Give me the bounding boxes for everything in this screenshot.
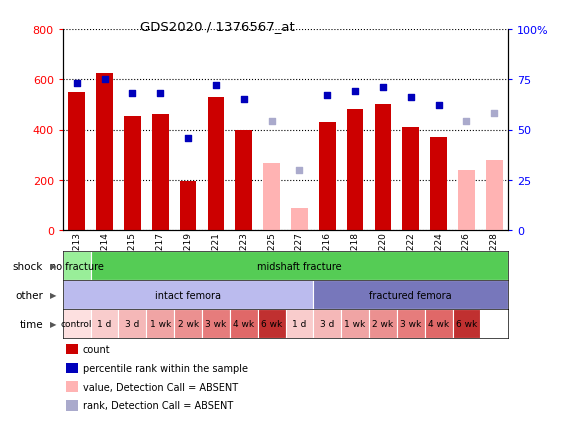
Text: other: other [15, 290, 43, 300]
Point [211, 83, 220, 90]
Point [351, 89, 360, 96]
Text: control: control [61, 319, 93, 329]
Bar [263, 164, 280, 230]
Text: ▶: ▶ [50, 262, 57, 271]
Text: ▶: ▶ [50, 291, 57, 299]
Bar [63, 281, 313, 309]
Point [490, 111, 499, 118]
Text: 3 d: 3 d [320, 319, 335, 329]
Point [434, 103, 443, 110]
Bar [146, 309, 174, 339]
Bar [341, 309, 369, 339]
Text: 1 d: 1 d [98, 319, 112, 329]
Text: 3 wk: 3 wk [206, 319, 227, 329]
Bar [286, 309, 313, 339]
Bar [313, 309, 341, 339]
Bar [63, 309, 91, 339]
Text: shock: shock [13, 261, 43, 271]
Bar [319, 123, 336, 230]
Bar [375, 105, 391, 230]
Text: 3 wk: 3 wk [400, 319, 421, 329]
Point [100, 77, 109, 84]
Bar [208, 98, 224, 230]
Text: fractured femora: fractured femora [369, 290, 452, 300]
Bar [458, 170, 475, 230]
Bar [397, 309, 425, 339]
Bar [431, 138, 447, 230]
Point [406, 95, 415, 102]
Text: count: count [83, 345, 110, 354]
Text: 2 wk: 2 wk [178, 319, 199, 329]
Point [379, 85, 388, 92]
Text: 1 d: 1 d [292, 319, 307, 329]
Bar [69, 93, 85, 230]
Bar [174, 309, 202, 339]
Text: ▶: ▶ [50, 319, 57, 329]
Bar [425, 309, 452, 339]
Bar [347, 110, 363, 230]
Text: intact femora: intact femora [155, 290, 221, 300]
Bar [453, 309, 480, 339]
Text: 1 wk: 1 wk [150, 319, 171, 329]
Bar [180, 181, 196, 230]
Bar [152, 115, 168, 230]
Text: 6 wk: 6 wk [456, 319, 477, 329]
Bar [403, 128, 419, 230]
Text: value, Detection Call = ABSENT: value, Detection Call = ABSENT [83, 382, 238, 391]
Point [72, 81, 81, 88]
Text: percentile rank within the sample: percentile rank within the sample [83, 363, 248, 373]
Bar [235, 130, 252, 230]
Text: 1 wk: 1 wk [344, 319, 365, 329]
Text: time: time [19, 319, 43, 329]
Bar [313, 281, 508, 309]
Point [183, 135, 192, 141]
Text: no fracture: no fracture [50, 261, 104, 271]
Bar [291, 209, 308, 230]
Point [239, 97, 248, 104]
Bar [369, 309, 397, 339]
Point [462, 119, 471, 126]
Text: 2 wk: 2 wk [372, 319, 393, 329]
Text: rank, Detection Call = ABSENT: rank, Detection Call = ABSENT [83, 401, 233, 410]
Bar [258, 309, 286, 339]
Text: 6 wk: 6 wk [261, 319, 282, 329]
Point [267, 119, 276, 126]
Point [295, 167, 304, 174]
Text: 3 d: 3 d [125, 319, 139, 329]
Text: midshaft fracture: midshaft fracture [257, 261, 341, 271]
Bar [91, 309, 119, 339]
Bar [96, 74, 113, 230]
Bar [486, 160, 502, 230]
Text: 4 wk: 4 wk [233, 319, 254, 329]
Point [156, 91, 165, 98]
Bar [230, 309, 258, 339]
Point [128, 91, 137, 98]
Text: GDS2020 / 1376567_at: GDS2020 / 1376567_at [139, 20, 295, 33]
Bar [124, 116, 140, 230]
Bar [202, 309, 230, 339]
Point [323, 93, 332, 100]
Bar [63, 252, 91, 281]
Text: 4 wk: 4 wk [428, 319, 449, 329]
Bar [119, 309, 146, 339]
